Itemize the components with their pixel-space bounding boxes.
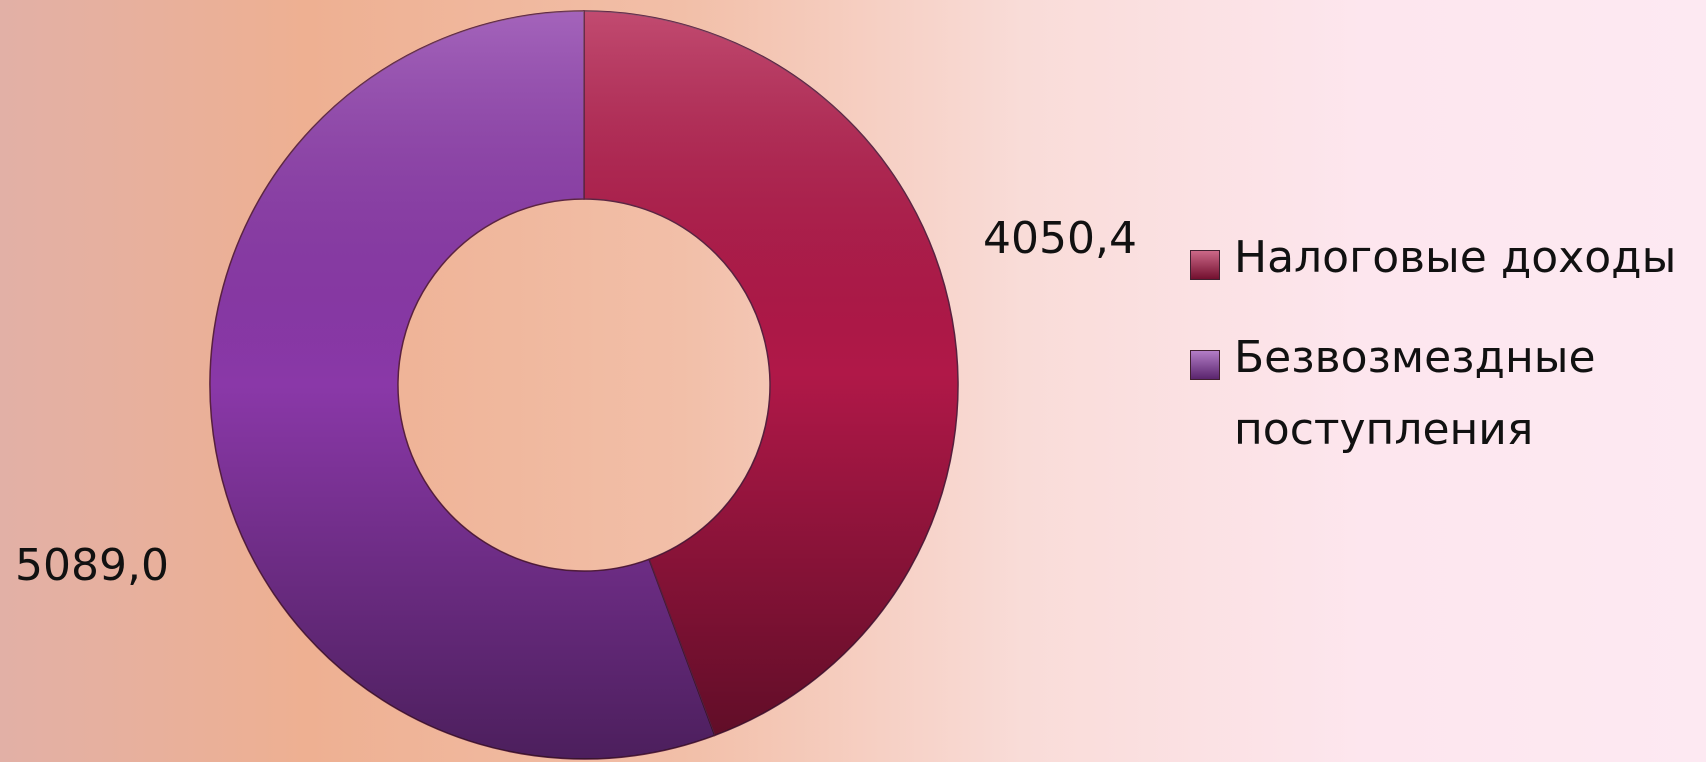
legend-item: Безвозмездные поступления bbox=[1190, 332, 1690, 466]
legend-label: Налоговые доходы bbox=[1234, 232, 1677, 283]
legend-label: Безвозмездные поступления bbox=[1234, 332, 1596, 455]
legend: Налоговые доходы Безвозмездные поступлени… bbox=[1190, 232, 1690, 508]
data-label: 5089,0 bbox=[15, 540, 169, 591]
slices bbox=[209, 10, 959, 760]
legend-swatch bbox=[1190, 350, 1220, 380]
legend-swatch bbox=[1190, 250, 1220, 280]
data-label: 4050,4 bbox=[983, 213, 1137, 264]
legend-item: Налоговые доходы bbox=[1190, 232, 1690, 294]
